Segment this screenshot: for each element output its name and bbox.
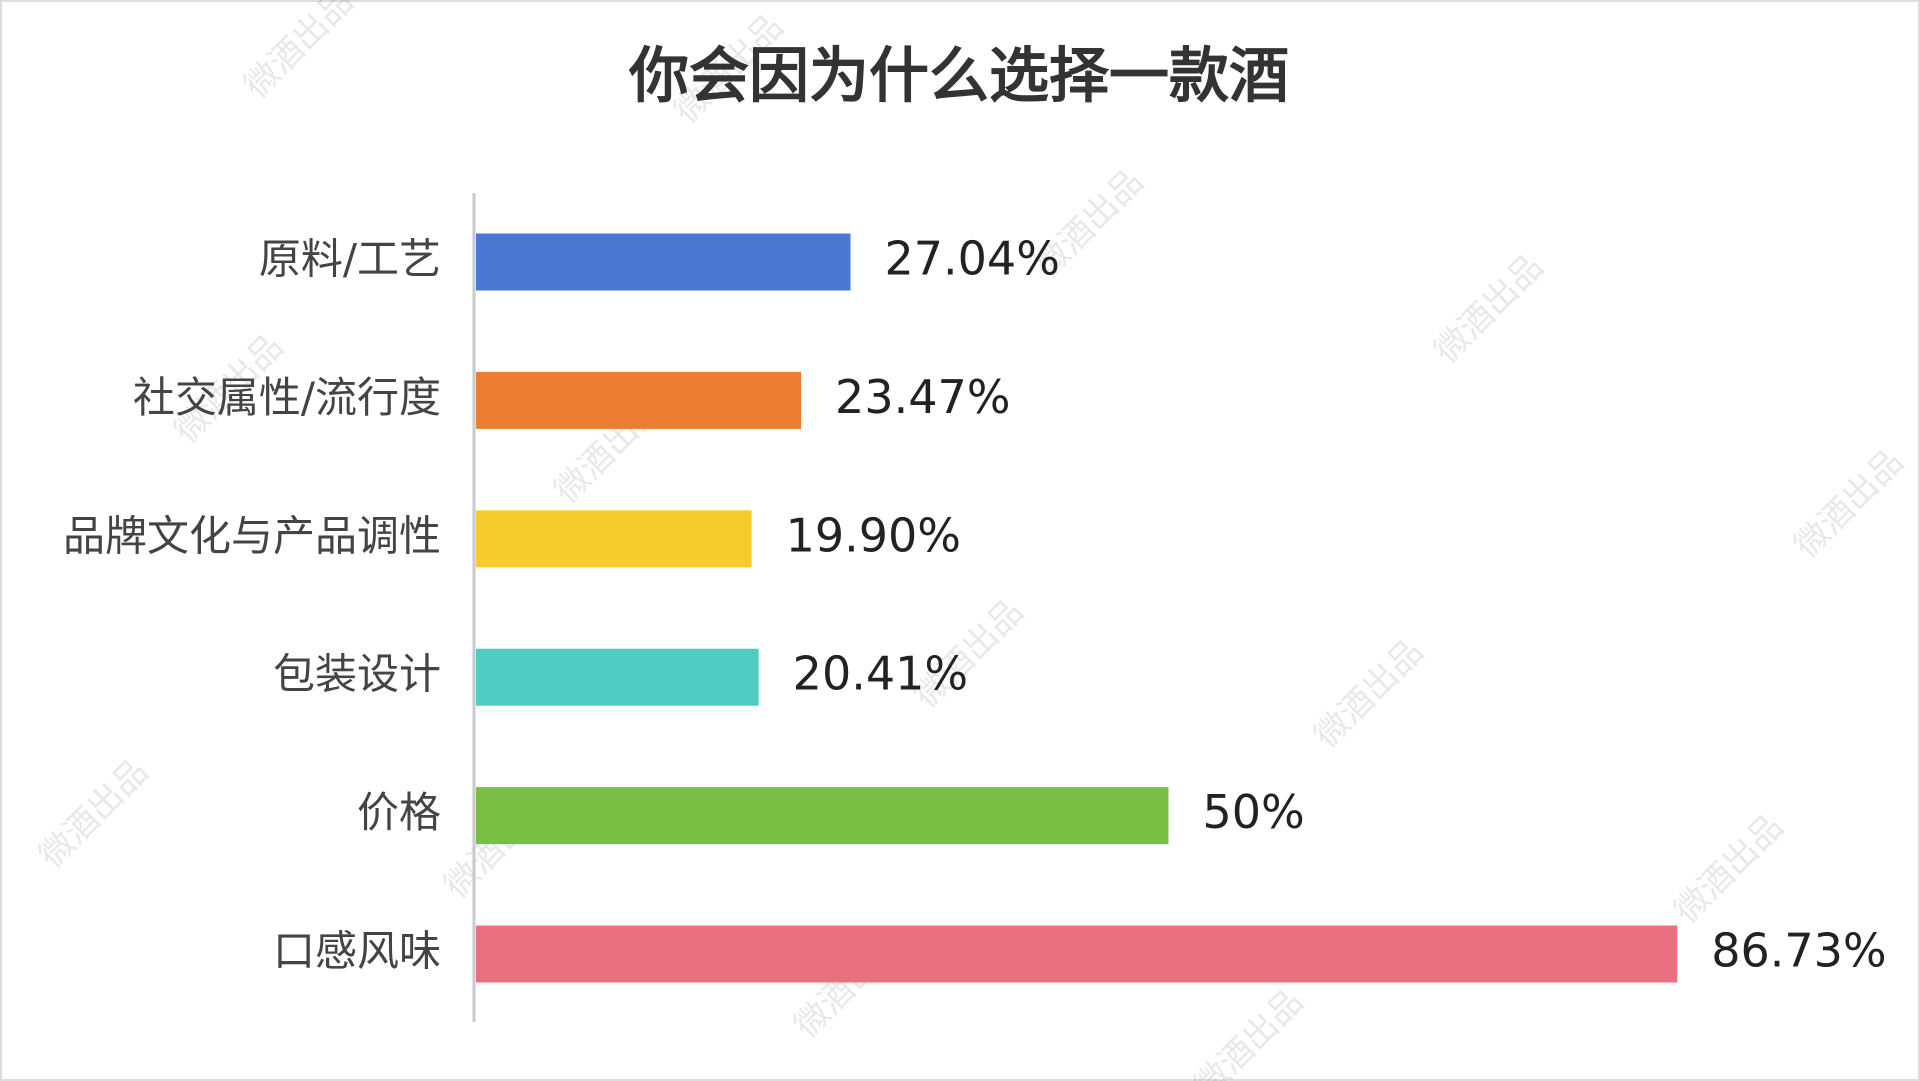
value-label: 23.47% [835,370,1010,424]
category-label: 口感风味 [273,927,441,976]
value-label: 19.90% [786,508,961,562]
category-label: 原料/工艺 [259,235,441,284]
category-label: 价格 [357,788,441,837]
value-label: 50% [1203,785,1305,839]
bar [476,233,851,291]
bar [476,371,802,429]
chart-title: 你会因为什么选择一款酒 [628,42,1289,112]
value-label: 20.41% [793,647,968,701]
bar [476,925,1678,983]
value-label: 27.04% [885,232,1060,286]
category-label: 品牌文化与产品调性 [63,511,441,560]
value-label: 86.73% [1711,924,1886,978]
category-label: 包装设计 [273,650,441,699]
bar [476,787,1169,845]
bar [476,510,752,568]
bar [476,648,759,706]
category-label: 社交属性/流行度 [133,373,441,422]
